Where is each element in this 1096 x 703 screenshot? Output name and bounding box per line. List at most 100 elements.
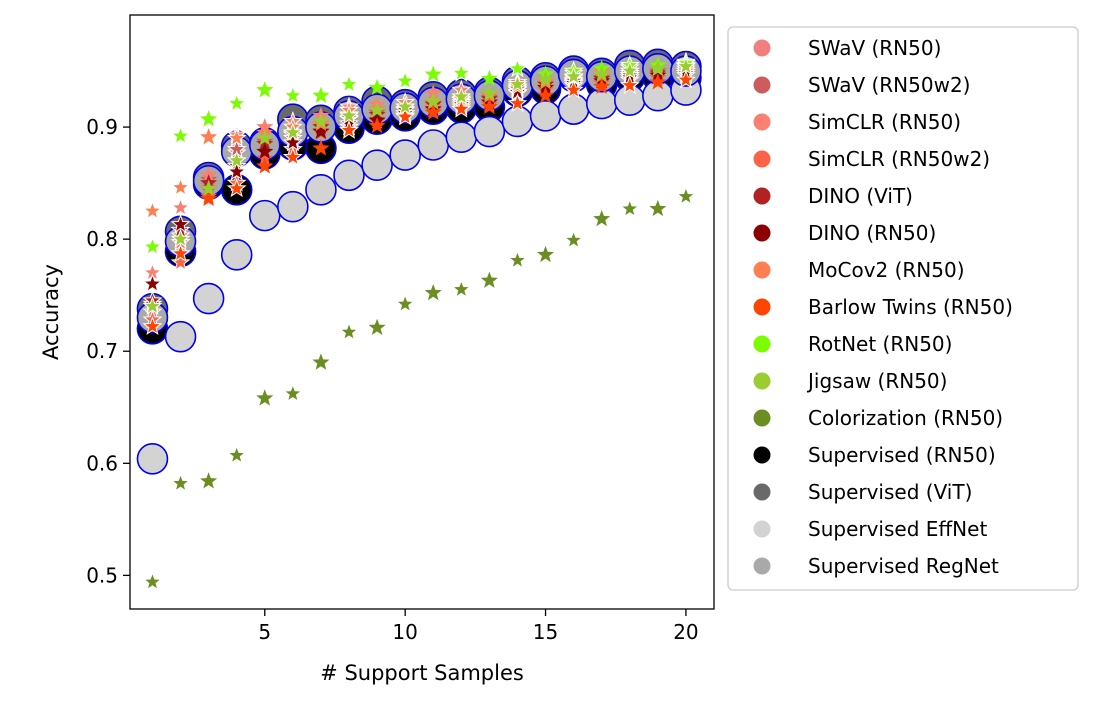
data-point [451, 62, 472, 82]
data-point [200, 110, 218, 127]
y-tick-label: 0.7 [86, 339, 118, 363]
data-point [417, 129, 450, 161]
data-point [226, 127, 247, 147]
x-tick-label: 10 [392, 620, 417, 644]
legend-marker [753, 409, 771, 427]
data-point [220, 239, 253, 271]
data-point [675, 56, 696, 75]
data-point [282, 122, 303, 142]
data-point [226, 150, 247, 170]
legend-marker [753, 520, 771, 538]
y-axis: 0.5 0.6 0.7 0.8 0.9 [86, 115, 130, 587]
legend-marker [753, 261, 771, 279]
legend-label: Barlow Twins (RN50) [808, 295, 1013, 319]
data-point [170, 197, 191, 217]
data-point [368, 116, 386, 134]
data-point [619, 75, 640, 95]
data-point [445, 121, 478, 153]
legend-label: Jigsaw (RN50) [806, 369, 947, 393]
data-point [248, 199, 281, 232]
data-point [451, 86, 472, 106]
data-point [536, 86, 555, 103]
legend-items: SWaV (RN50) SWaV (RN50w2) SimCLR (RN50) Sim… [753, 36, 1013, 578]
legend-label: Supervised RegNet [808, 554, 999, 578]
data-point [507, 74, 528, 93]
legend-label: Supervised (RN50) [808, 443, 996, 467]
data-point [256, 81, 274, 98]
data-point [395, 106, 416, 126]
data-point [507, 58, 528, 78]
data-point [649, 59, 667, 77]
legend-label: SimCLR (RN50w2) [808, 147, 990, 171]
data-point [593, 209, 611, 227]
data-point [170, 214, 191, 234]
legend-marker [753, 298, 771, 316]
data-point [142, 200, 163, 220]
data-point [282, 146, 303, 166]
x-axis-label: # Support Samples [320, 661, 524, 685]
data-point [256, 389, 274, 406]
data-point [649, 73, 667, 90]
data-point [619, 60, 640, 80]
data-point [333, 159, 365, 192]
data-point [675, 69, 696, 89]
data-point [170, 177, 191, 197]
data-point [136, 443, 169, 475]
legend-label: MoCov2 (RN50) [808, 258, 965, 282]
data-point [200, 128, 218, 145]
data-point [164, 320, 197, 353]
data-point [563, 66, 584, 86]
data-point [395, 293, 416, 313]
legend-marker [753, 483, 771, 501]
data-point [480, 271, 498, 288]
legend-frame [727, 26, 1079, 591]
data-point [142, 295, 163, 315]
legend-label: Supervised EffNet [808, 517, 987, 541]
data-point [473, 115, 506, 148]
data-point [480, 97, 498, 115]
legend-label: SimCLR (RN50) [808, 110, 961, 134]
y-tick-label: 0.6 [86, 451, 118, 475]
y-axis-label: Accuracy [39, 264, 63, 360]
legend-label: SWaV (RN50w2) [808, 73, 970, 97]
data-point [339, 321, 359, 341]
data-point [226, 445, 247, 464]
x-tick-label: 15 [533, 620, 558, 644]
data-point [142, 571, 163, 591]
data-point [312, 353, 330, 370]
data-point [339, 120, 359, 139]
legend-marker [753, 150, 771, 168]
data-point [170, 125, 191, 145]
data-point [312, 86, 330, 103]
plot-area [129, 14, 715, 610]
data-point [676, 186, 696, 205]
data-point [305, 174, 337, 206]
x-axis: 5 10 15 20 [258, 609, 699, 644]
x-tick-label: 5 [258, 620, 271, 644]
data-point [501, 105, 534, 138]
data-point [368, 318, 386, 335]
y-tick-label: 0.8 [86, 227, 118, 251]
data-point [142, 316, 163, 336]
legend: SWaV (RN50) SWaV (RN50w2) SimCLR (RN50) Sim… [727, 26, 1079, 591]
data-point [256, 142, 274, 160]
data-point [200, 189, 218, 207]
data-point [424, 92, 442, 109]
y-tick-label: 0.9 [86, 115, 118, 139]
data-point [451, 98, 472, 118]
data-point [339, 105, 359, 125]
legend-label: Colorization (RN50) [808, 406, 1003, 430]
data-points [136, 48, 702, 591]
data-point [451, 279, 472, 299]
data-point [368, 78, 386, 96]
legend-label: SWaV (RN50) [808, 36, 941, 60]
legend-marker [753, 335, 771, 353]
data-point [563, 79, 584, 99]
data-point [368, 101, 386, 118]
data-point [170, 473, 191, 492]
data-point [256, 129, 274, 146]
data-point [507, 250, 528, 269]
data-point [142, 273, 163, 293]
data-point [389, 139, 421, 171]
